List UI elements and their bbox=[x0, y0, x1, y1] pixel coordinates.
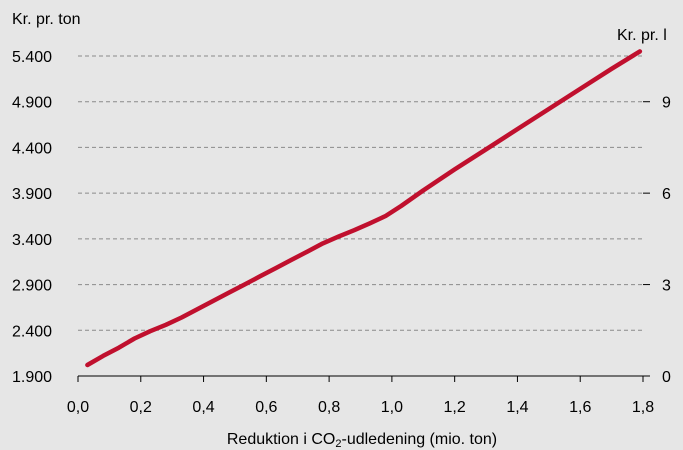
y-left-tick-label: 3.400 bbox=[12, 232, 52, 249]
y-right-tick-label: 3 bbox=[662, 278, 671, 295]
x-axis-title: Reduktion i CO2-udledening (mio. ton) bbox=[227, 431, 497, 450]
x-tick-label: 0,0 bbox=[67, 399, 89, 416]
y-axis-right-title: Kr. pr. l bbox=[617, 27, 667, 44]
x-tick-label: 1,8 bbox=[632, 399, 654, 416]
series-layer bbox=[85, 49, 643, 368]
y-left-tick-label: 4.900 bbox=[12, 95, 52, 112]
y-axis-left-title: Kr. pr. ton bbox=[12, 11, 80, 28]
x-tick-label: 1,2 bbox=[444, 399, 466, 416]
x-axis-title-part2: -udledening (mio. ton) bbox=[341, 431, 497, 448]
x-tick-label: 0,4 bbox=[192, 399, 214, 416]
y-right-tick-label: 9 bbox=[662, 95, 671, 112]
x-tick-label: 1,4 bbox=[506, 399, 528, 416]
x-tick-label: 0,6 bbox=[255, 399, 277, 416]
y-left-tick-label: 2.900 bbox=[12, 278, 52, 295]
x-tick-label: 1,0 bbox=[381, 399, 403, 416]
x-tick-label: 1,6 bbox=[569, 399, 591, 416]
gridlines bbox=[78, 55, 643, 331]
y-left-tick-label: 4.400 bbox=[12, 140, 52, 157]
y-left-tick-label: 2.400 bbox=[12, 323, 52, 340]
x-tick-label: 0,2 bbox=[130, 399, 152, 416]
y-left-tick-label: 5.400 bbox=[12, 49, 52, 66]
y-right-tick-label: 0 bbox=[662, 369, 671, 386]
series-line bbox=[85, 49, 643, 368]
y-axis-left: 1.900 2.400 2.900 3.400 3.900 4.400 4.900 5.400 bbox=[12, 49, 52, 386]
y-axis-right: 0 3 6 9 bbox=[643, 95, 671, 386]
x-tick-label: 0,8 bbox=[318, 399, 340, 416]
y-left-tick-label: 3.900 bbox=[12, 186, 52, 203]
x-axis: 0,0 0,2 0,4 0,6 0,8 1,0 1,2 1,4 1,6 1,8 bbox=[67, 375, 654, 416]
y-right-tick-label: 6 bbox=[662, 186, 671, 203]
x-axis-title-part1: Reduktion i CO bbox=[227, 431, 336, 448]
x-axis-title-subscript: 2 bbox=[335, 438, 341, 450]
y-left-tick-label: 1.900 bbox=[12, 369, 52, 386]
